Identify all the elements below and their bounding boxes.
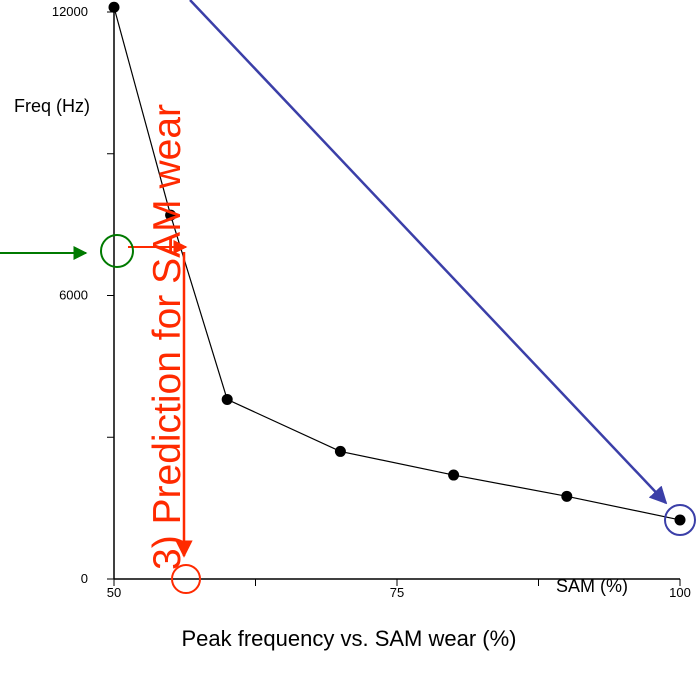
data-point [561,490,573,502]
data-points [108,1,686,526]
data-point [674,514,686,526]
x-tick-label: 75 [390,585,404,600]
data-point [165,209,177,221]
y-tick-label: 0 [81,571,88,586]
input-circle [100,234,134,268]
prediction-circle [171,564,201,594]
x-tick-label: 100 [669,585,691,600]
y-axis-label: Freq (Hz) [14,96,90,116]
axis-tick-labels: 0 6000 12000 50 75 100 [52,4,691,600]
y-tick-label: 6000 [59,288,88,303]
data-point [108,1,120,13]
data-point [334,445,346,457]
x-axis-label: SAM (%) [556,576,628,596]
trend-arrow [189,0,668,505]
data-point [448,469,460,481]
prediction-annotation: 3) Prediction for SAM wear [146,104,189,570]
chart-caption: Peak frequency vs. SAM wear (%) [181,626,517,651]
series-line [113,7,681,521]
highlight-circle [664,504,696,536]
y-tick-label: 12000 [52,4,88,19]
x-tick-label: 50 [107,585,121,600]
data-point [221,393,233,405]
axis-ticks [107,11,681,586]
